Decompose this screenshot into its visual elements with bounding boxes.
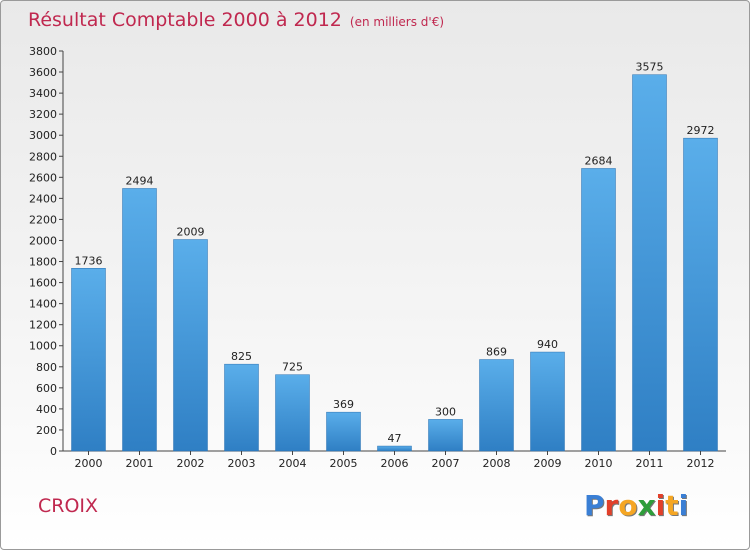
bar-value-label: 2972	[687, 124, 715, 137]
place-name: CROIX	[38, 495, 99, 517]
y-tick-label: 1600	[29, 277, 57, 290]
logo-letter: o	[618, 489, 638, 522]
x-tick-label: 2006	[381, 457, 409, 470]
bar	[479, 359, 514, 452]
bar	[122, 188, 157, 452]
x-tick-label: 2000	[75, 457, 103, 470]
bar-value-label: 47	[388, 432, 402, 445]
y-tick-label: 1000	[29, 340, 57, 353]
x-tick-label: 2012	[687, 457, 715, 470]
logo-letter: r	[604, 489, 619, 522]
logo-letter: i	[678, 489, 689, 522]
bar	[326, 411, 361, 452]
y-tick-label: 400	[36, 403, 57, 416]
chart-subtitle: (en milliers d'€)	[349, 15, 445, 29]
bar-value-label: 1736	[75, 254, 103, 267]
x-tick-label: 2007	[432, 457, 460, 470]
bar	[377, 445, 412, 452]
y-tick-label: 2000	[29, 234, 57, 247]
y-tick-label: 2400	[29, 192, 57, 205]
y-tick-label: 1400	[29, 298, 57, 311]
x-tick-label: 2010	[585, 457, 613, 470]
y-tick-label: 3200	[29, 108, 57, 121]
logo-letter: P	[584, 489, 605, 522]
bar-value-label: 2684	[585, 154, 613, 167]
bar	[683, 137, 718, 452]
bar	[173, 239, 208, 452]
x-tick-label: 2002	[177, 457, 205, 470]
y-tick-label: 3800	[29, 45, 57, 58]
bar-value-label: 369	[333, 398, 354, 411]
x-tick-label: 2009	[534, 457, 562, 470]
y-tick-label: 3600	[29, 66, 57, 79]
y-tick-label: 600	[36, 382, 57, 395]
y-tick-label: 1200	[29, 319, 57, 332]
bar-value-label: 2009	[177, 226, 205, 239]
bar	[71, 268, 106, 452]
y-tick-label: 3000	[29, 129, 57, 142]
bar-value-label: 825	[231, 350, 252, 363]
y-tick-label: 3400	[29, 87, 57, 100]
bar-value-label: 300	[435, 405, 456, 418]
proxiti-logo: Proxiti	[584, 489, 688, 522]
y-tick-label: 200	[36, 424, 57, 437]
bar	[530, 351, 565, 452]
y-tick-label: 2800	[29, 150, 57, 163]
bar	[428, 419, 463, 452]
x-tick-label: 2011	[636, 457, 664, 470]
x-tick-label: 2003	[228, 457, 256, 470]
y-tick-label: 0	[50, 445, 57, 458]
bar	[632, 74, 667, 452]
logo-letter: i	[655, 489, 666, 522]
bar	[275, 374, 310, 452]
bar-value-label: 725	[282, 361, 303, 374]
x-tick-label: 2005	[330, 457, 358, 470]
bar-value-label: 869	[486, 346, 507, 359]
y-tick-label: 800	[36, 361, 57, 374]
bar-value-label: 3575	[636, 61, 664, 74]
y-tick-label: 2200	[29, 213, 57, 226]
x-tick-label: 2004	[279, 457, 307, 470]
bar	[224, 363, 259, 452]
logo-letter: t	[665, 489, 679, 522]
bar	[581, 168, 616, 452]
bar-value-label: 940	[537, 338, 558, 351]
logo-letter: x	[637, 489, 656, 522]
chart-title: Résultat Comptable 2000 à 2012 (en millie…	[28, 9, 444, 31]
x-tick-label: 2001	[126, 457, 154, 470]
x-tick-label: 2008	[483, 457, 511, 470]
chart-title-text: Résultat Comptable 2000 à 2012	[28, 9, 342, 31]
y-tick-label: 2600	[29, 171, 57, 184]
y-tick-label: 1800	[29, 256, 57, 269]
bar-value-label: 2494	[126, 174, 154, 187]
